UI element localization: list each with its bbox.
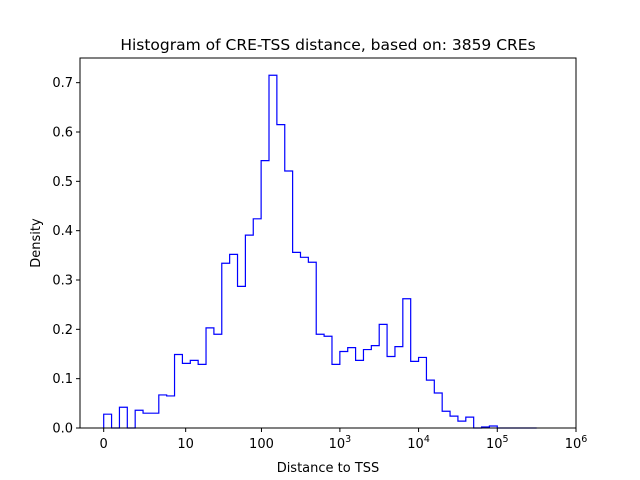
y-tick-label: 0.5 [52,175,73,190]
x-tick-label: 10 [177,437,194,452]
plot-frame [79,57,577,429]
x-tick-label: 100 [249,437,274,452]
y-tick-label: 0.0 [52,422,73,437]
plot-area [79,57,577,429]
y-axis-title: Density [29,218,44,268]
y-tick-label: 0.7 [52,76,73,91]
x-tick-label: 106 [565,434,588,452]
x-tick-label: 0 [100,437,108,452]
chart-title: Histogram of CRE-TSS distance, based on:… [120,36,535,54]
y-axis: 0.0 0.1 0.2 0.3 0.4 0.5 0.6 0.7 [52,76,80,437]
y-tick-label: 0.2 [52,323,73,338]
x-axis: 0 10 100 103 104 105 106 [100,428,588,452]
x-tick-label: 105 [486,434,509,452]
histogram-outline [103,74,537,429]
x-tick-label: 104 [407,434,430,452]
y-tick-label: 0.4 [52,224,73,239]
x-tick-label: 103 [329,434,352,452]
y-tick-label: 0.3 [52,274,73,289]
y-tick-label: 0.1 [52,372,73,387]
x-axis-title: Distance to TSS [277,461,380,476]
y-tick-label: 0.6 [52,126,73,141]
